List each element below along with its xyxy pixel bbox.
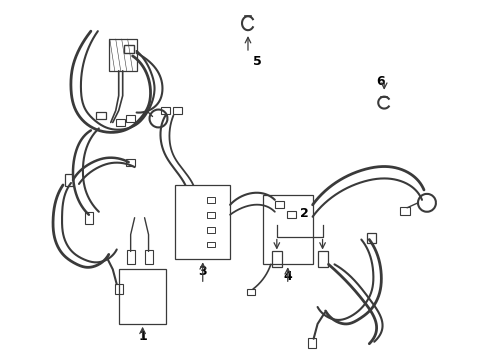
- Bar: [85, 212, 93, 224]
- Bar: [161, 107, 170, 114]
- Bar: [126, 115, 135, 122]
- Bar: [65, 174, 74, 186]
- Bar: [115, 284, 122, 294]
- Bar: [207, 212, 215, 218]
- Bar: [145, 251, 152, 264]
- Bar: [275, 201, 284, 208]
- Bar: [109, 39, 137, 71]
- Bar: [127, 251, 135, 264]
- Bar: [263, 195, 313, 264]
- Bar: [272, 251, 282, 267]
- Text: 6: 6: [376, 75, 385, 88]
- Text: 5: 5: [253, 55, 262, 68]
- Text: 4: 4: [283, 270, 292, 283]
- Bar: [207, 197, 215, 203]
- Bar: [287, 211, 296, 218]
- Bar: [400, 207, 410, 215]
- Text: 2: 2: [300, 207, 309, 220]
- Bar: [119, 269, 167, 324]
- Bar: [318, 251, 327, 267]
- Bar: [207, 227, 215, 233]
- Bar: [116, 119, 125, 126]
- Bar: [367, 233, 376, 243]
- Bar: [96, 112, 106, 120]
- Text: 3: 3: [198, 265, 207, 278]
- Bar: [207, 242, 215, 247]
- Bar: [123, 45, 134, 53]
- Bar: [175, 185, 230, 260]
- Bar: [247, 289, 255, 295]
- Bar: [308, 338, 316, 348]
- Bar: [173, 107, 182, 114]
- Text: 1: 1: [138, 330, 147, 343]
- Bar: [126, 159, 135, 166]
